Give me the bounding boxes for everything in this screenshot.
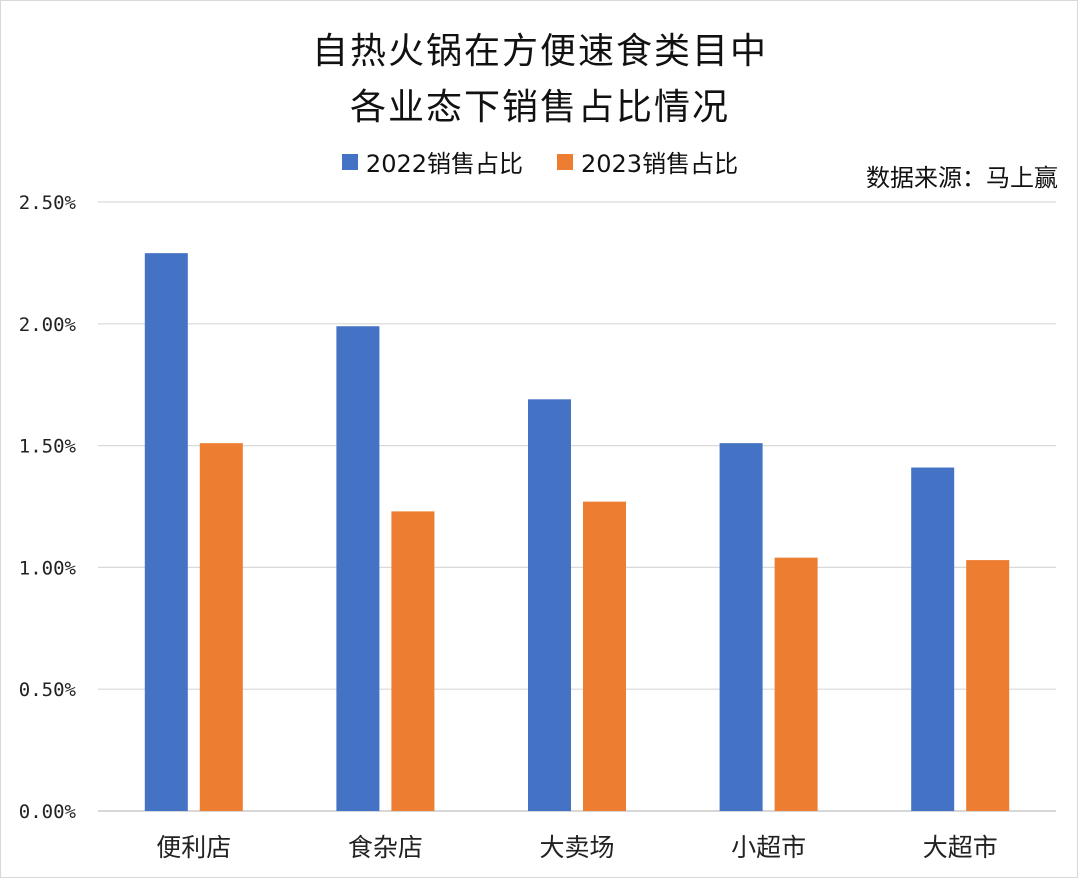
legend-label-2023: 2023销售占比 [581,150,739,178]
y-tick-label: 0.50% [19,679,77,701]
legend: 2022销售占比 2023销售占比 [0,144,1080,179]
legend-swatch-2022 [341,153,358,170]
chart-title-line1: 自热火锅在方便速食类目中 [311,31,768,72]
y-tick-label: 2.50% [19,192,77,214]
data-source-note: 数据来源：马上赢 [866,164,1058,192]
x-tick-label: 大超市 [923,833,998,862]
legend-label-2022: 2022销售占比 [365,150,523,178]
bar-2023-2 [583,501,626,811]
bar-2022-0 [144,253,188,811]
bar-2023-4 [966,560,1010,811]
chart-title-line2: 各业态下销售占比情况 [349,87,730,128]
bar-2022-4 [911,467,955,811]
legend-item-2022: 2022销售占比 [341,144,523,179]
legend-swatch-2023 [557,153,573,170]
y-tick-label: 0.00% [19,801,77,823]
y-tick-label: 1.50% [19,436,77,458]
bar-2022-2 [528,399,571,811]
x-tick-label: 大卖场 [539,833,614,862]
bar-2022-3 [719,443,763,811]
x-tick-label: 小超市 [731,833,806,862]
y-tick-label: 2.00% [19,314,77,336]
legend-item-2023: 2023销售占比 [557,144,738,179]
x-tick-label: 食杂店 [348,833,423,862]
bar-2023-3 [774,557,818,811]
bar-2023-1 [391,511,435,811]
y-tick-label: 1.00% [19,557,77,579]
bar-2023-0 [199,443,243,811]
x-tick-label: 便利店 [156,833,231,862]
bar-2022-1 [336,326,380,811]
